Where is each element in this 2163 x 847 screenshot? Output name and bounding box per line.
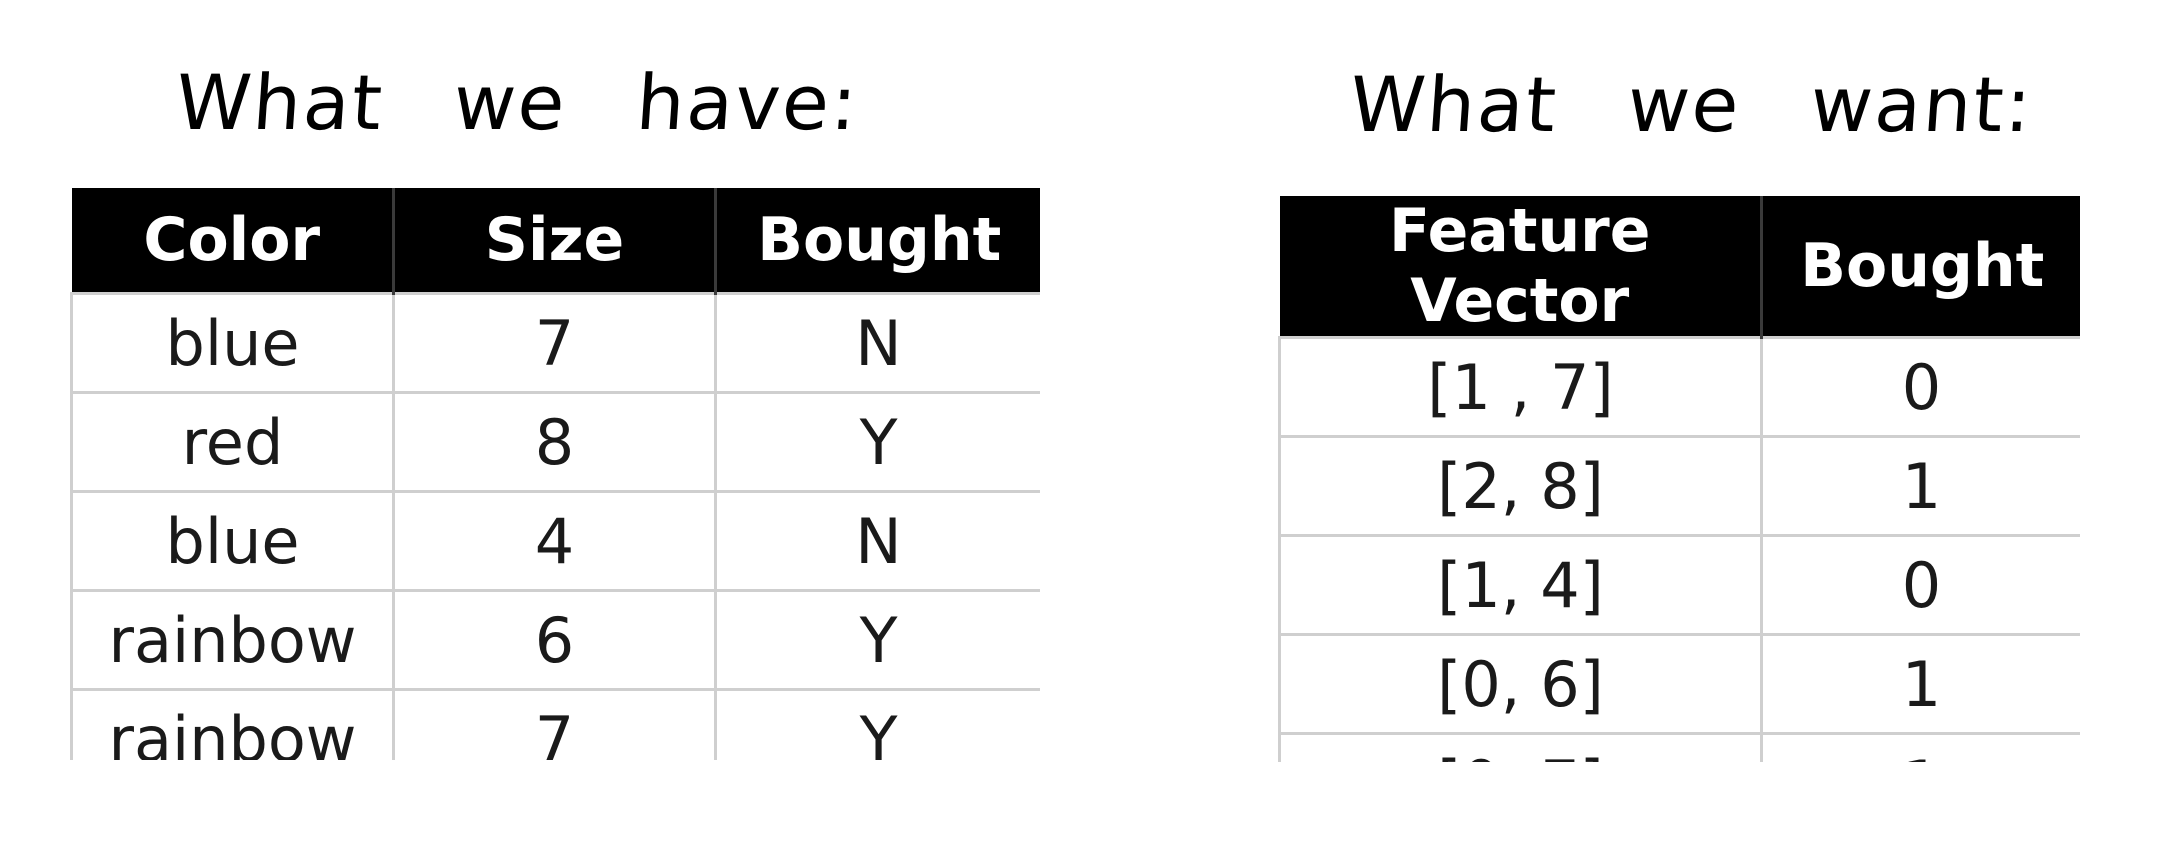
- cell-bought: N: [714, 292, 1040, 394]
- cell-bought: Y: [714, 688, 1040, 760]
- cell-size: 6: [392, 589, 717, 691]
- want-table-header-row: Feature Vector Bought: [1279, 196, 2080, 338]
- cell-feature-vector: [0, 6]: [1278, 633, 1763, 735]
- cell-bought: Y: [714, 391, 1040, 493]
- right-heading-word-2: we: [1624, 60, 1744, 149]
- cell-feature-vector: [2, 8]: [1278, 435, 1763, 537]
- have-table: Color Size Bought blue 7 N red 8 Y blue: [70, 188, 1040, 760]
- table-row: [0, 6] 1: [1278, 633, 2080, 735]
- cell-size: 7: [392, 292, 717, 394]
- left-heading-word-1: What: [172, 58, 387, 147]
- right-table-viewport: Feature Vector Bought [1 , 7] 0 [2, 8] 1…: [1278, 196, 2080, 762]
- right-heading: What we want:: [1347, 60, 2036, 149]
- table-row: [2, 8] 1: [1278, 435, 2080, 537]
- left-heading-word-3: have:: [633, 58, 862, 147]
- cell-bought: Y: [714, 589, 1040, 691]
- cell-size: 4: [392, 490, 717, 592]
- right-heading-word-3: want:: [1807, 60, 2037, 149]
- left-panel: What we have: Color Size Bought blue 7 N r…: [70, 58, 1040, 760]
- table-row: [1 , 7] 0: [1278, 336, 2080, 438]
- cell-color: red: [70, 391, 395, 493]
- have-table-header-row: Color Size Bought: [71, 188, 1040, 294]
- cell-feature-vector: [1, 4]: [1278, 534, 1763, 636]
- cell-color: blue: [70, 490, 395, 592]
- right-panel: What we want: Feature Vector Bought [1 , 7…: [1200, 0, 2163, 847]
- cell-color: blue: [70, 292, 395, 394]
- left-heading-word-2: we: [450, 58, 570, 147]
- cell-color: rainbow: [70, 589, 395, 691]
- table-row: [0, 7] 1: [1278, 732, 2080, 762]
- cell-bought: 0: [1760, 336, 2080, 438]
- cell-bought: 1: [1760, 732, 2080, 762]
- column-header-size: Size: [393, 188, 717, 294]
- cell-size: 7: [392, 688, 717, 760]
- table-row: blue 4 N: [70, 490, 1040, 592]
- column-header-bought: Bought: [715, 188, 1040, 294]
- table-row: red 8 Y: [70, 391, 1040, 493]
- want-table: Feature Vector Bought [1 , 7] 0 [2, 8] 1…: [1278, 196, 2080, 762]
- cell-bought: 1: [1760, 633, 2080, 735]
- table-row: rainbow 7 Y: [70, 688, 1040, 760]
- left-heading: What we have:: [173, 58, 862, 147]
- table-row: rainbow 6 Y: [70, 589, 1040, 691]
- column-header-color: Color: [71, 188, 395, 294]
- cell-color: rainbow: [70, 688, 395, 760]
- column-header-feature-vector: Feature Vector: [1279, 196, 1763, 338]
- cell-bought: 1: [1760, 435, 2080, 537]
- table-row: [1, 4] 0: [1278, 534, 2080, 636]
- cell-feature-vector: [0, 7]: [1278, 732, 1763, 762]
- cell-size: 8: [392, 391, 717, 493]
- column-header-bought: Bought: [1761, 196, 2080, 338]
- cell-bought: 0: [1760, 534, 2080, 636]
- cell-feature-vector: [1 , 7]: [1278, 336, 1763, 438]
- cell-bought: N: [714, 490, 1040, 592]
- right-heading-word-1: What: [1346, 60, 1561, 149]
- table-row: blue 7 N: [70, 292, 1040, 394]
- left-table-viewport: Color Size Bought blue 7 N red 8 Y blue: [70, 188, 1040, 760]
